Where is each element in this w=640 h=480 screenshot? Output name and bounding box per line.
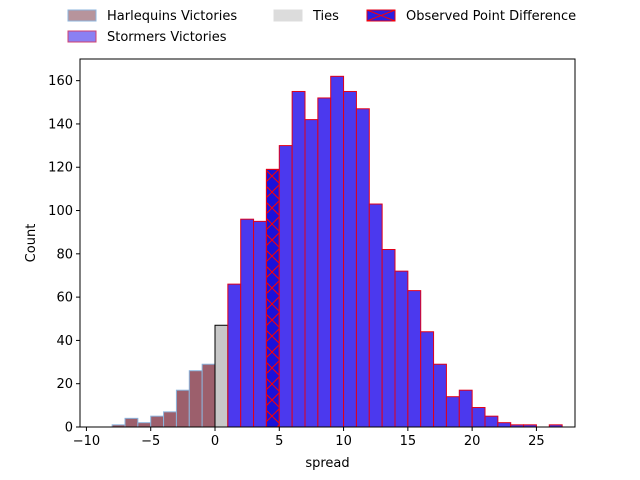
x-axis-label: spread xyxy=(305,456,349,471)
x-tick-label: −10 xyxy=(73,434,100,449)
bar-stormers-victories-16 xyxy=(420,331,435,428)
bar-stormers-victories-9 xyxy=(330,75,345,428)
bar-stormers-victories-5 xyxy=(278,145,293,428)
bar-harlequins-victories--4 xyxy=(163,411,177,428)
bar-stormers-victories-12 xyxy=(368,203,383,428)
x-tick-label: 15 xyxy=(400,434,417,449)
y-axis-label: Count xyxy=(24,224,39,263)
bar-ties-0 xyxy=(214,324,229,428)
x-tick-label: 10 xyxy=(335,434,352,449)
bar-harlequins-victories--5 xyxy=(150,415,165,428)
bar-stormers-victories-8 xyxy=(317,97,332,428)
y-tick-label: 80 xyxy=(56,247,73,262)
legend-label-observed: Observed Point Difference xyxy=(406,9,576,24)
legend-item-stormers: Stormers Victories xyxy=(67,30,227,45)
bar-harlequins-victories--6 xyxy=(137,422,152,428)
plot-frame xyxy=(79,58,576,428)
legend-swatch-stormers xyxy=(67,30,97,43)
legend-item-harlequins: Harlequins Victories xyxy=(67,9,237,24)
bar-stormers-victories-21 xyxy=(484,415,499,428)
legend-swatch-ties xyxy=(273,9,303,22)
bar-stormers-victories-7 xyxy=(304,119,319,428)
bar-stormers-victories-22 xyxy=(497,422,512,428)
bar-stormers-victories-13 xyxy=(381,248,396,428)
bar-harlequins-victories--1 xyxy=(201,363,216,428)
legend-label-stormers: Stormers Victories xyxy=(107,30,227,45)
x-tick-label: 25 xyxy=(528,434,545,449)
x-tick-label: 5 xyxy=(275,434,283,449)
legend-swatch-harlequins xyxy=(67,9,97,22)
y-tick-label: 100 xyxy=(48,204,73,219)
x-tick-label: 20 xyxy=(464,434,481,449)
bar-stormers-victories-6 xyxy=(291,90,306,428)
y-tick-label: 20 xyxy=(56,377,73,392)
legend-hatch-icon xyxy=(366,9,396,22)
y-tick-label: 160 xyxy=(48,74,73,89)
legend-item-observed: Observed Point Difference xyxy=(366,9,576,24)
bar-harlequins-victories--7 xyxy=(124,417,139,428)
bar-stormers-victories-18 xyxy=(445,396,460,428)
y-tick-label: 60 xyxy=(56,291,73,306)
y-tick-label: 120 xyxy=(48,161,73,176)
x-axis: −10 −5 0 5 10 15 20 25 xyxy=(73,427,545,449)
bar-stormers-victories-17 xyxy=(433,363,447,428)
x-tick-label: −5 xyxy=(141,434,160,449)
bar-stormers-victories-3 xyxy=(253,220,267,428)
bar-stormers-victories-20 xyxy=(471,407,486,428)
bar-harlequins-victories--3 xyxy=(175,389,190,428)
bar-stormers-victories-2 xyxy=(240,218,255,428)
bar-stormers-victories-1 xyxy=(227,283,242,428)
legend-item-ties: Ties xyxy=(273,9,339,24)
y-tick-label: 0 xyxy=(65,421,73,436)
bar-harlequins-victories--2 xyxy=(188,370,203,428)
x-tick-label: 0 xyxy=(211,434,219,449)
legend-label-harlequins: Harlequins Victories xyxy=(107,9,237,24)
bar-stormers-victories-14 xyxy=(394,270,409,428)
bars-layer xyxy=(111,75,563,428)
legend-label-ties: Ties xyxy=(312,9,339,24)
bar-stormers-victories-19 xyxy=(458,389,473,428)
legend: Harlequins Victories Stormers Victories Ti… xyxy=(67,9,576,45)
y-tick-label: 140 xyxy=(48,117,73,132)
y-tick-label: 40 xyxy=(56,334,73,349)
bar-stormers-victories-11 xyxy=(355,108,370,428)
observed-point-difference-hatch xyxy=(265,168,280,428)
y-axis: 0 20 40 60 80 100 120 140 160 xyxy=(48,74,80,436)
bar-stormers-victories-10 xyxy=(343,90,357,428)
bar-stormers-victories-15 xyxy=(407,290,422,428)
